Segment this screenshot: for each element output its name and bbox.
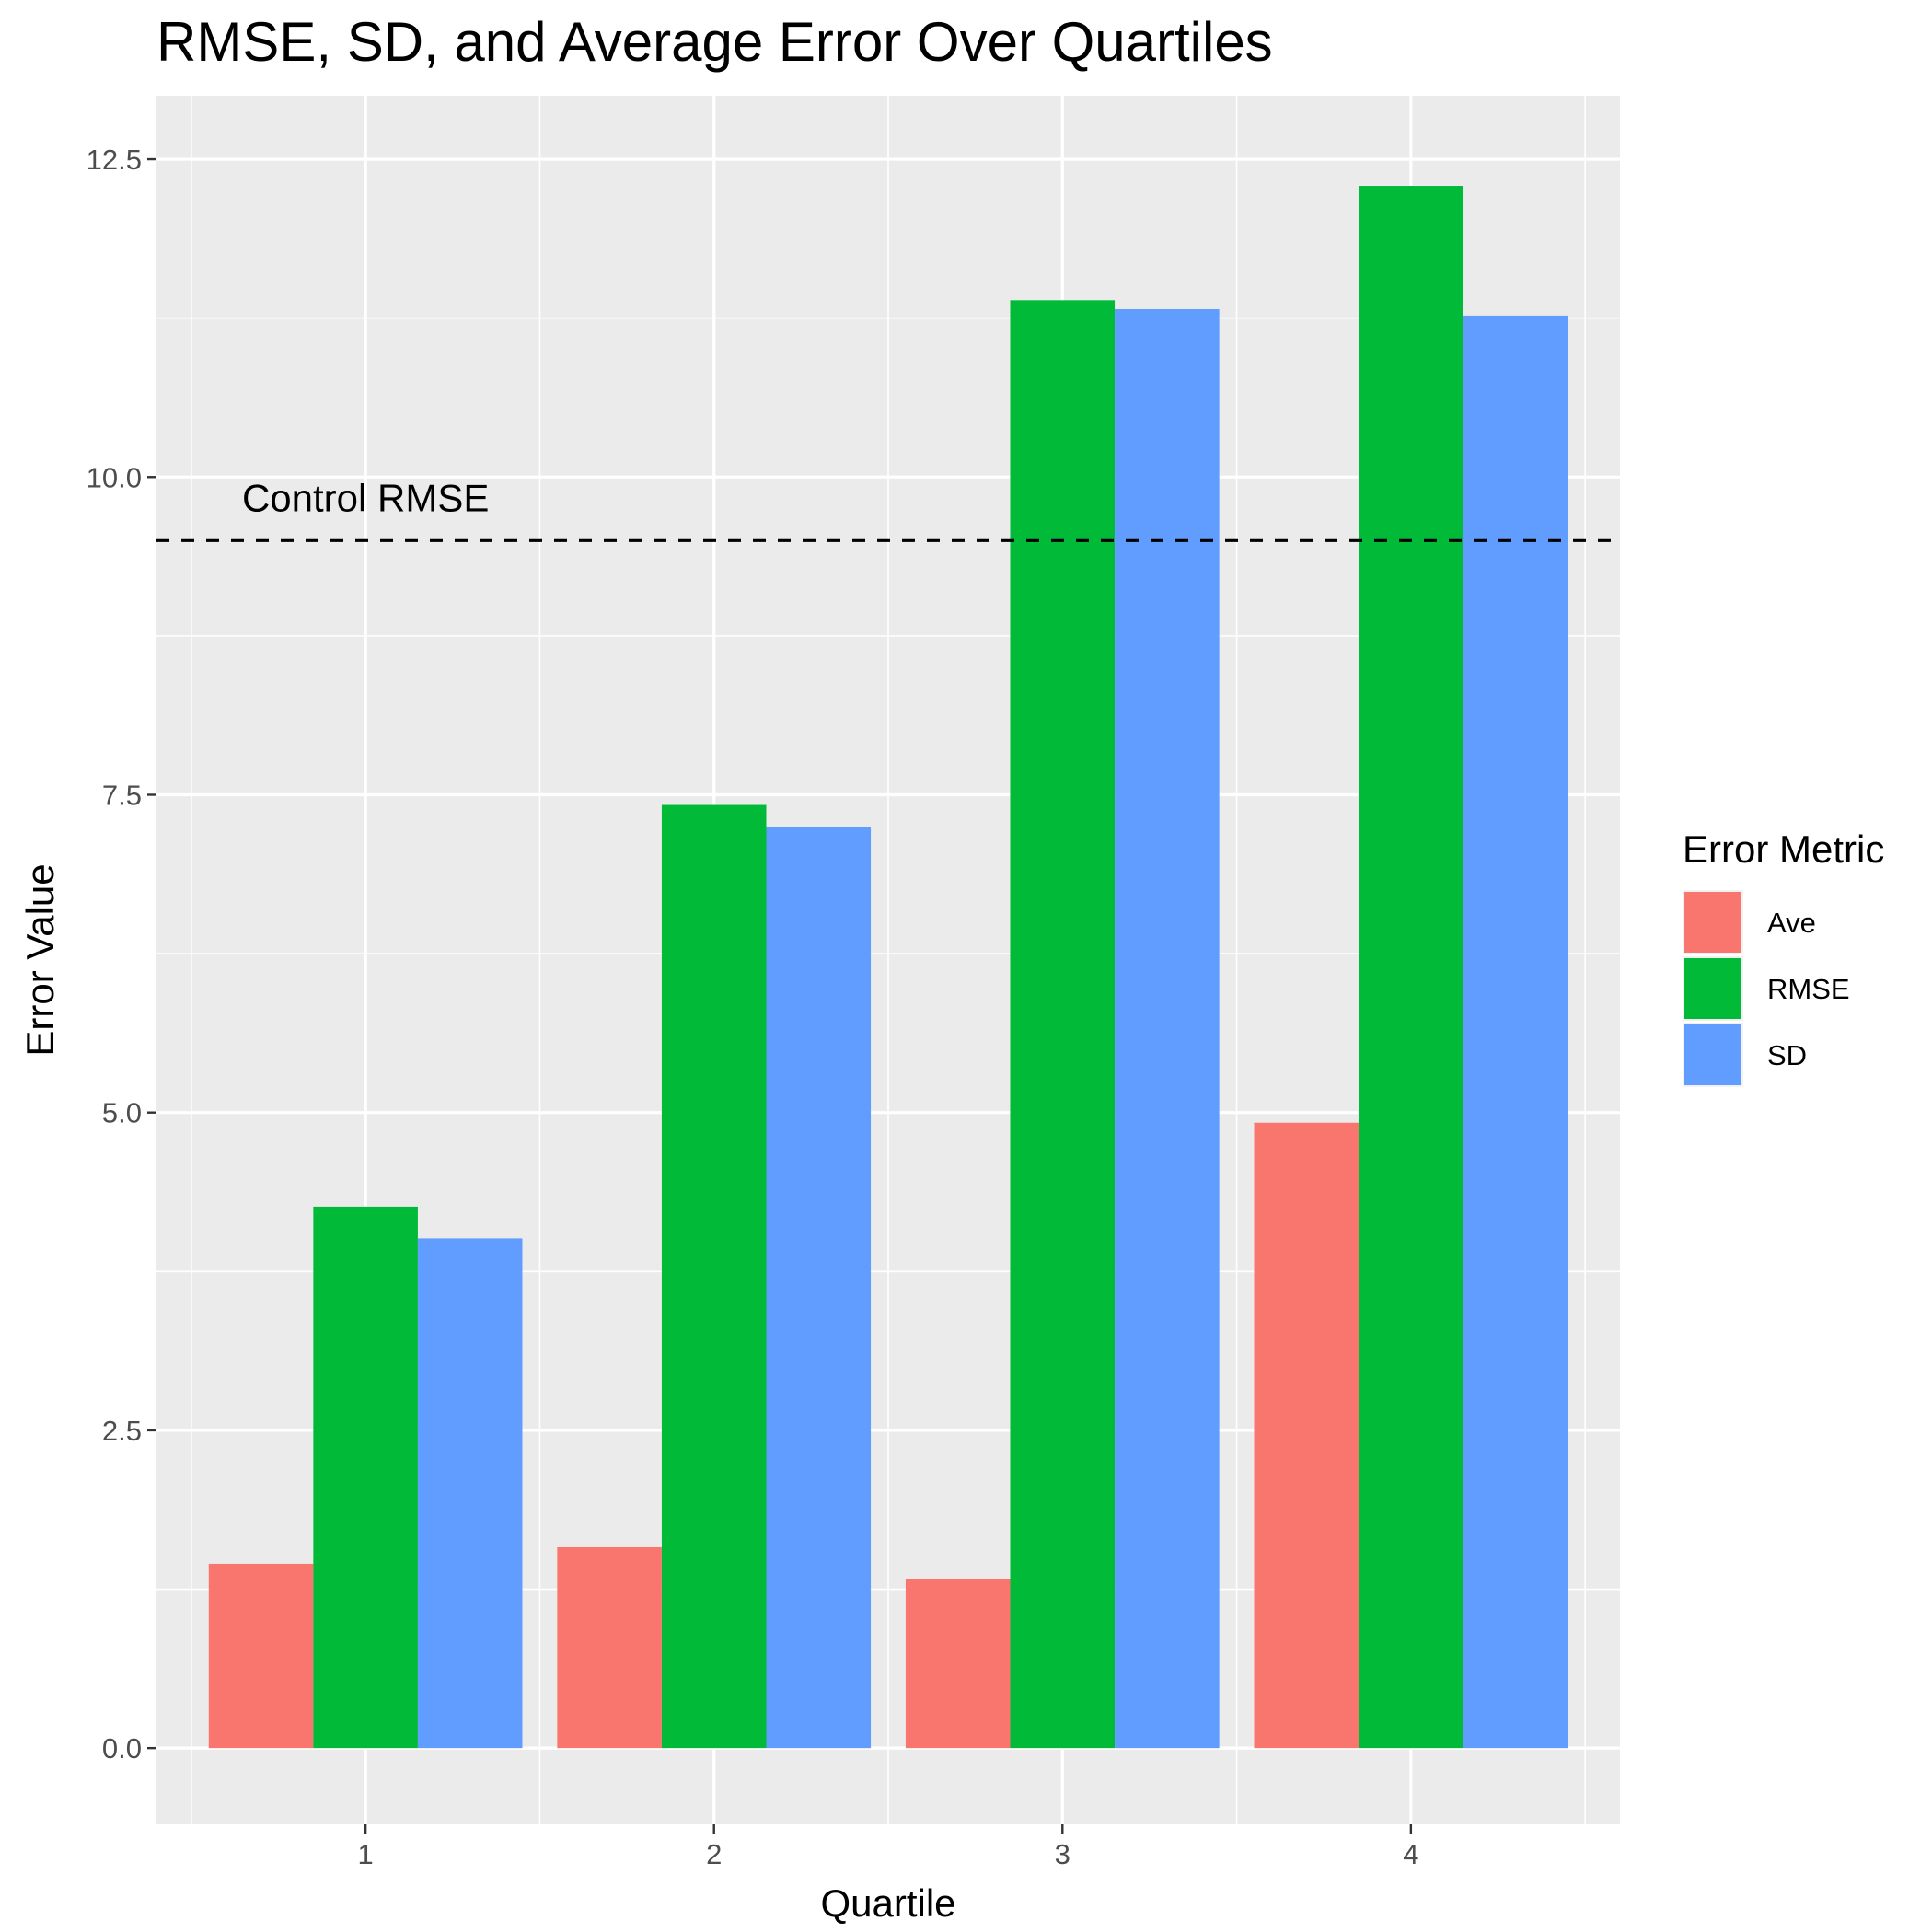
bar-rmse-q4 [1359,186,1463,1749]
bar-sd-q1 [417,1238,523,1749]
y-tick-label: 10.0 [87,461,142,493]
y-axis: 0.0 2.5 5.0 7.5 10.0 12.5 [87,144,156,1764]
y-tick-label: 0.0 [102,1732,142,1764]
bar-sd-q4 [1463,315,1568,1749]
legend-label-rmse: RMSE [1767,973,1850,1005]
legend-title: Error Metric [1683,827,1884,871]
bar-ave-q4 [1254,1122,1359,1749]
y-tick-label: 2.5 [102,1415,142,1447]
x-tick-label: 3 [1055,1838,1070,1870]
y-tick-label: 5.0 [102,1097,142,1129]
y-tick-label: 7.5 [102,779,142,811]
x-tick-label: 1 [358,1838,374,1870]
grid-minor [156,96,1620,1824]
x-axis: 1 2 3 4 [358,1824,1418,1870]
x-axis-title: Quartile [820,1881,955,1925]
bar-ave-q1 [208,1563,314,1749]
legend-swatch-rmse [1684,958,1741,1019]
control-rmse-label: Control RMSE [242,476,489,519]
x-tick-label: 4 [1403,1838,1418,1870]
bar-ave-q3 [905,1579,1011,1749]
chart-title: RMSE, SD, and Average Error Over Quartil… [156,11,1273,73]
bar-rmse-q1 [313,1206,418,1749]
bar-ave-q2 [557,1546,662,1749]
reference-line-group: Control RMSE [156,476,1620,542]
legend-label-sd: SD [1767,1039,1807,1071]
bar-rmse-q3 [1010,300,1116,1749]
bar-sd-q3 [1115,308,1220,1749]
legend-swatch-sd [1684,1024,1741,1085]
bar-sd-q2 [766,827,872,1749]
x-tick-label: 2 [706,1838,722,1870]
y-tick-label: 12.5 [87,144,142,176]
legend: Error Metric Ave RMSE SD [1683,827,1884,1087]
y-axis-title: Error Value [18,863,62,1056]
legend-label-ave: Ave [1767,907,1816,939]
bar-rmse-q2 [661,804,767,1749]
legend-swatch-ave [1684,892,1741,953]
